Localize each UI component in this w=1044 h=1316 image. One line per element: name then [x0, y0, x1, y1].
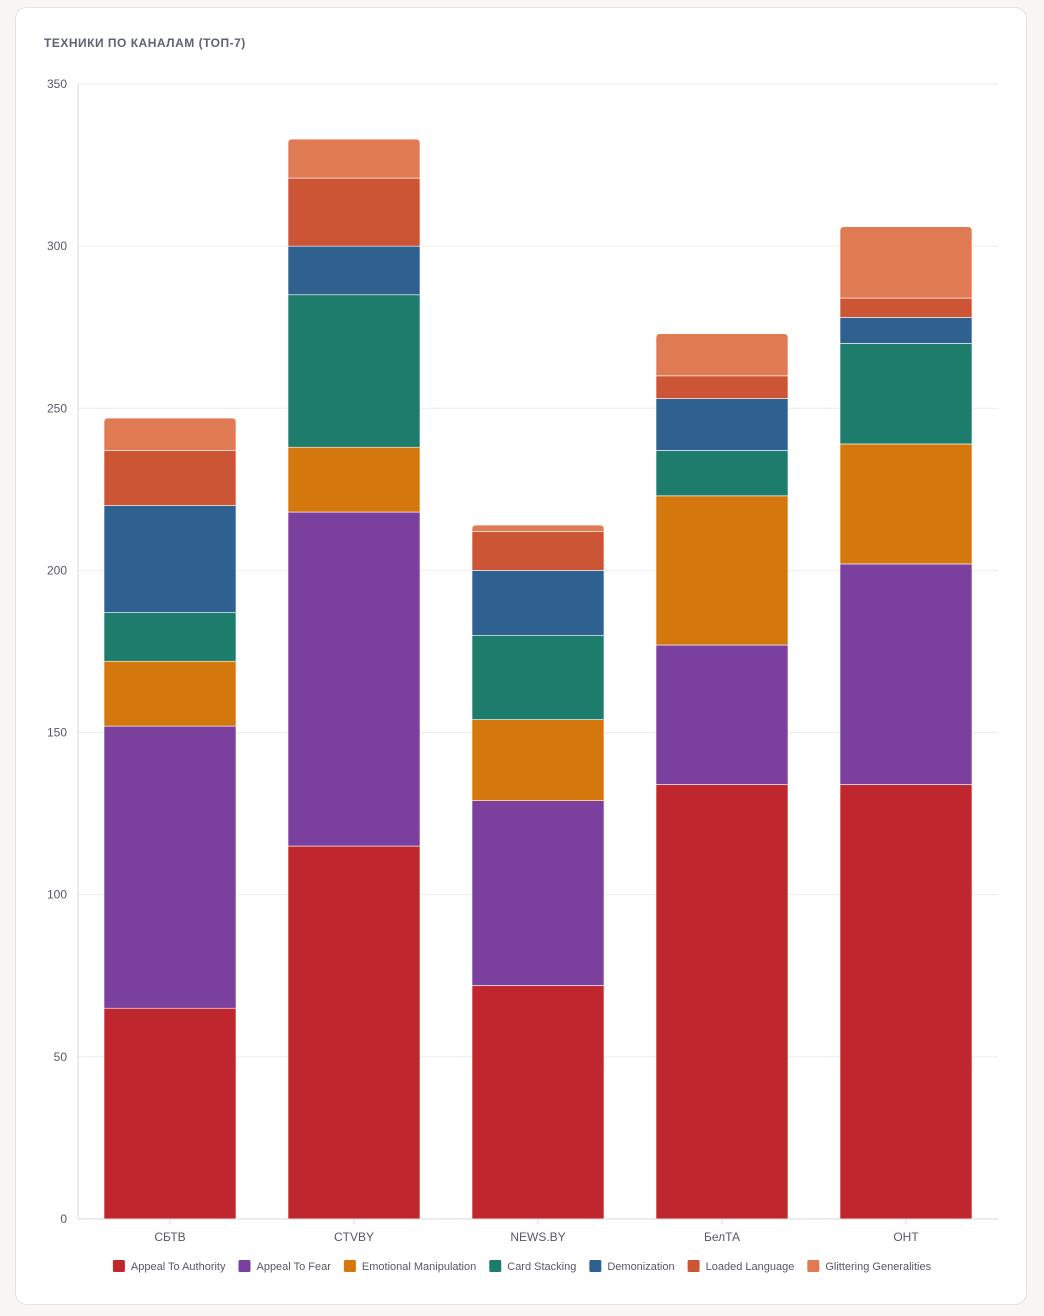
bar-segment[interactable]	[287, 446, 421, 513]
y-tick-label: 0	[60, 1212, 67, 1226]
y-tick-label: 50	[54, 1050, 68, 1064]
bar-segment[interactable]	[103, 505, 237, 613]
bar-segment[interactable]	[655, 495, 789, 646]
legend-swatch	[687, 1260, 700, 1272]
y-tick-label: 100	[47, 888, 67, 902]
axes: 0 50 100 150 200 250 300 350 СБТВ CTVBY NEWS.BY Бел…	[47, 77, 998, 1244]
bar-segment[interactable]	[471, 531, 605, 571]
bar-segment[interactable]	[839, 784, 973, 1220]
bar-segment[interactable]	[287, 245, 421, 296]
x-tick-label: ОНТ	[893, 1230, 919, 1244]
bar-segment[interactable]	[839, 226, 973, 299]
bar-segment[interactable]	[103, 612, 237, 662]
x-tick-label: СБТВ	[154, 1230, 185, 1244]
bar-segment[interactable]	[471, 524, 605, 532]
bar-segment[interactable]	[471, 985, 605, 1220]
bars	[103, 138, 973, 1220]
bar-segment[interactable]	[103, 1007, 237, 1220]
legend-swatch	[589, 1260, 602, 1272]
legend-item[interactable]: Demonization	[589, 1260, 675, 1273]
bar-segment[interactable]	[471, 719, 605, 801]
legend-label: Loaded Language	[706, 1261, 795, 1273]
bar-segment[interactable]	[103, 725, 237, 1009]
legend-label: Demonization	[607, 1261, 674, 1273]
bar-segment[interactable]	[839, 563, 973, 785]
legend: Appeal To Authority Appeal To Fear Emotion…	[112, 1260, 932, 1273]
y-tick-label: 200	[47, 563, 67, 577]
bar-segment[interactable]	[655, 450, 789, 497]
bar-segment[interactable]	[471, 800, 605, 986]
bar-segment[interactable]	[287, 294, 421, 448]
bar-segment[interactable]	[655, 784, 789, 1220]
y-tick-label: 300	[47, 239, 67, 253]
legend-swatch	[343, 1260, 356, 1272]
bar-segment[interactable]	[655, 644, 789, 785]
bar-segment[interactable]	[103, 450, 237, 506]
legend-label: Card Stacking	[507, 1261, 576, 1273]
legend-label: Emotional Manipulation	[362, 1261, 476, 1273]
bar-segment[interactable]	[287, 177, 421, 247]
y-tick-label: 150	[47, 726, 67, 740]
bar-segment[interactable]	[655, 333, 789, 377]
legend-swatch	[807, 1260, 820, 1272]
bar-segment[interactable]	[839, 343, 973, 445]
bar-segment[interactable]	[655, 398, 789, 451]
y-tick-label: 350	[47, 77, 67, 91]
bar-segment[interactable]	[839, 297, 973, 318]
bar-segment[interactable]	[287, 138, 421, 179]
legend-label: Appeal To Authority	[131, 1261, 226, 1273]
x-tick-label: NEWS.BY	[510, 1230, 565, 1244]
legend-item[interactable]: Emotional Manipulation	[343, 1260, 476, 1273]
legend-item[interactable]: Card Stacking	[489, 1260, 576, 1273]
x-tick-label: БелТА	[704, 1230, 740, 1244]
bar-segment[interactable]	[103, 417, 237, 451]
bar-segment[interactable]	[287, 511, 421, 847]
legend-swatch	[238, 1260, 251, 1272]
bar-segment[interactable]	[103, 660, 237, 727]
y-tick-label: 250	[47, 401, 67, 415]
bar-segment[interactable]	[471, 634, 605, 720]
legend-item[interactable]: Appeal To Authority	[112, 1260, 226, 1273]
legend-swatch	[112, 1260, 125, 1272]
chart-title: ТЕХНИКИ ПО КАНАЛАМ (ТОП-7)	[44, 36, 246, 50]
legend-item[interactable]: Appeal To Fear	[238, 1260, 331, 1273]
bar-segment[interactable]	[287, 845, 421, 1220]
legend-item[interactable]: Loaded Language	[687, 1260, 795, 1273]
bar-segment[interactable]	[471, 570, 605, 636]
bar-segment[interactable]	[839, 317, 973, 344]
bar-segment[interactable]	[655, 375, 789, 399]
x-tick-label: CTVBY	[334, 1230, 374, 1244]
legend-swatch	[489, 1260, 502, 1272]
legend-label: Appeal To Fear	[256, 1261, 331, 1273]
legend-item[interactable]: Glittering Generalities	[807, 1260, 932, 1273]
legend-label: Glittering Generalities	[825, 1261, 931, 1273]
bar-segment[interactable]	[839, 443, 973, 565]
